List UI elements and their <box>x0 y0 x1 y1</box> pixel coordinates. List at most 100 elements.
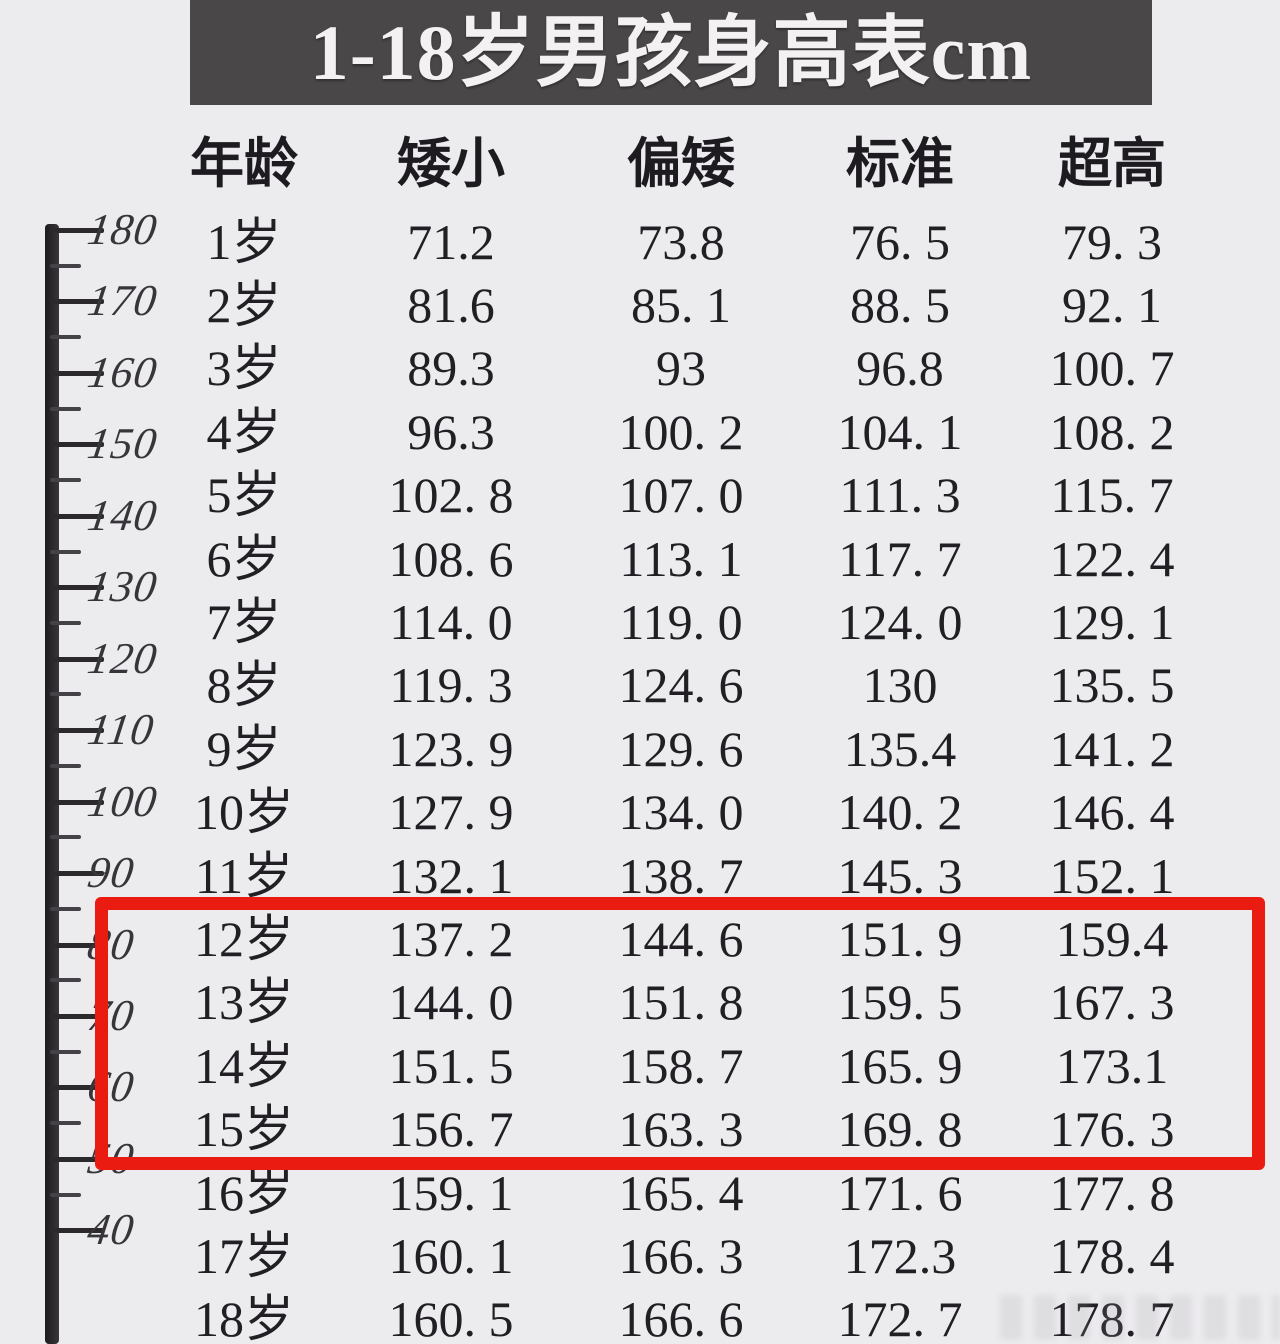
value-cell: 140. 2 <box>837 784 963 841</box>
value-cell: 146. 4 <box>1049 784 1175 841</box>
ruler-major-tick <box>50 228 104 233</box>
ruler-minor-tick <box>50 335 81 340</box>
table-row: 12岁 137. 2 144. 6 151. 9 159.4 <box>0 907 1280 970</box>
column-header: 标准 <box>846 134 954 194</box>
age-cell: 4岁 <box>206 403 282 460</box>
column-header: 偏矮 <box>627 134 735 194</box>
value-cell: 151. 5 <box>388 1037 514 1094</box>
ruler-minor-tick <box>50 978 81 983</box>
age-cell: 6岁 <box>206 530 282 587</box>
value-cell: 124. 0 <box>837 593 963 650</box>
table-header-row: 年龄 矮小 偏矮 标准 超高 <box>0 133 1280 195</box>
value-cell: 132. 1 <box>388 847 514 904</box>
age-cell: 11岁 <box>194 847 294 904</box>
value-cell: 165. 4 <box>618 1164 744 1221</box>
table-row: 1岁 71.2 73.8 76. 5 79. 3 <box>0 210 1280 273</box>
value-cell: 92. 1 <box>1062 276 1162 333</box>
value-cell: 88. 5 <box>850 276 950 333</box>
value-cell: 151. 9 <box>837 910 963 967</box>
age-cell: 8岁 <box>206 657 282 714</box>
table-row: 5岁 102. 8 107. 0 111. 3 115. 7 <box>0 464 1280 527</box>
table-row: 2岁 81.6 85. 1 88. 5 92. 1 <box>0 273 1280 336</box>
value-cell: 177. 8 <box>1049 1164 1175 1221</box>
value-cell: 79. 3 <box>1062 213 1162 270</box>
ruler-minor-tick <box>50 906 81 911</box>
age-cell: 10岁 <box>194 784 294 841</box>
value-cell: 104. 1 <box>837 403 963 460</box>
value-cell: 145. 3 <box>837 847 963 904</box>
ruler-major-tick <box>50 942 104 948</box>
ruler-major-tick <box>50 799 104 805</box>
value-cell: 107. 0 <box>618 467 744 524</box>
value-cell: 160. 5 <box>388 1291 514 1344</box>
value-cell: 76. 5 <box>850 213 950 270</box>
value-cell: 144. 6 <box>618 910 744 967</box>
value-cell: 156. 7 <box>388 1101 514 1158</box>
value-cell: 165. 9 <box>837 1037 963 1094</box>
column-header: 超高 <box>1058 134 1166 194</box>
age-cell: 9岁 <box>206 720 282 777</box>
value-cell: 166. 6 <box>618 1291 744 1344</box>
value-cell: 89.3 <box>407 340 495 397</box>
value-cell: 135.4 <box>843 720 957 777</box>
value-cell: 134. 0 <box>618 784 744 841</box>
table-row: 16岁 159. 1 165. 4 171. 6 177. 8 <box>0 1161 1280 1224</box>
value-cell: 113. 1 <box>619 530 743 587</box>
value-cell: 130 <box>862 657 938 714</box>
table-row: 7岁 114. 0 119. 0 124. 0 129. 1 <box>0 590 1280 653</box>
watermark <box>1000 1295 1280 1340</box>
value-cell: 169. 8 <box>837 1101 963 1158</box>
value-cell: 81.6 <box>407 276 495 333</box>
value-cell: 173.1 <box>1055 1037 1169 1094</box>
age-cell: 7岁 <box>206 593 282 650</box>
value-cell: 172. 7 <box>837 1291 963 1344</box>
value-cell: 163. 3 <box>618 1101 744 1158</box>
value-cell: 117. 7 <box>838 530 962 587</box>
value-cell: 96.3 <box>407 403 495 460</box>
ruler-major-tick <box>50 585 104 591</box>
column-header: 年龄 <box>190 134 298 194</box>
age-cell: 5岁 <box>206 467 282 524</box>
value-cell: 159. 1 <box>388 1164 514 1221</box>
age-cell: 14岁 <box>194 1037 294 1094</box>
value-cell: 172.3 <box>843 1227 957 1284</box>
value-cell: 93 <box>656 340 706 397</box>
value-cell: 123. 9 <box>388 720 514 777</box>
value-cell: 85. 1 <box>631 276 731 333</box>
value-cell: 176. 3 <box>1049 1101 1175 1158</box>
table-row: 11岁 132. 1 138. 7 145. 3 152. 1 <box>0 844 1280 907</box>
table-row: 10岁 127. 9 134. 0 140. 2 146. 4 <box>0 781 1280 844</box>
value-cell: 167. 3 <box>1049 974 1175 1031</box>
value-cell: 178. 4 <box>1049 1227 1175 1284</box>
value-cell: 171. 6 <box>837 1164 963 1221</box>
ruler-major-tick <box>50 299 104 305</box>
age-cell: 17岁 <box>194 1227 294 1284</box>
value-cell: 108. 2 <box>1049 403 1175 460</box>
value-cell: 115. 7 <box>1050 467 1174 524</box>
value-cell: 138. 7 <box>618 847 744 904</box>
age-cell: 15岁 <box>194 1101 294 1158</box>
ruler-bar <box>45 224 59 1344</box>
ruler-major-tick <box>50 728 104 734</box>
table-row: 15岁 156. 7 163. 3 169. 8 176. 3 <box>0 1098 1280 1161</box>
ruler-minor-tick <box>50 1192 81 1197</box>
value-cell: 73.8 <box>637 213 725 270</box>
ruler-major-tick <box>50 1085 104 1091</box>
value-cell: 96.8 <box>856 340 944 397</box>
value-cell: 141. 2 <box>1049 720 1175 777</box>
ruler-minor-tick <box>50 549 81 554</box>
age-cell: 12岁 <box>194 910 294 967</box>
value-cell: 152. 1 <box>1049 847 1175 904</box>
table-row: 9岁 123. 9 129. 6 135.4 141. 2 <box>0 717 1280 780</box>
value-cell: 160. 1 <box>388 1227 514 1284</box>
value-cell: 166. 3 <box>618 1227 744 1284</box>
value-cell: 137. 2 <box>388 910 514 967</box>
value-cell: 129. 1 <box>1049 593 1175 650</box>
value-cell: 119. 0 <box>619 593 743 650</box>
table-row: 6岁 108. 6 113. 1 117. 7 122. 4 <box>0 527 1280 590</box>
ruler-minor-tick <box>50 692 81 697</box>
value-cell: 108. 6 <box>388 530 514 587</box>
value-cell: 100. 7 <box>1049 340 1175 397</box>
ruler-minor-tick <box>50 478 81 483</box>
